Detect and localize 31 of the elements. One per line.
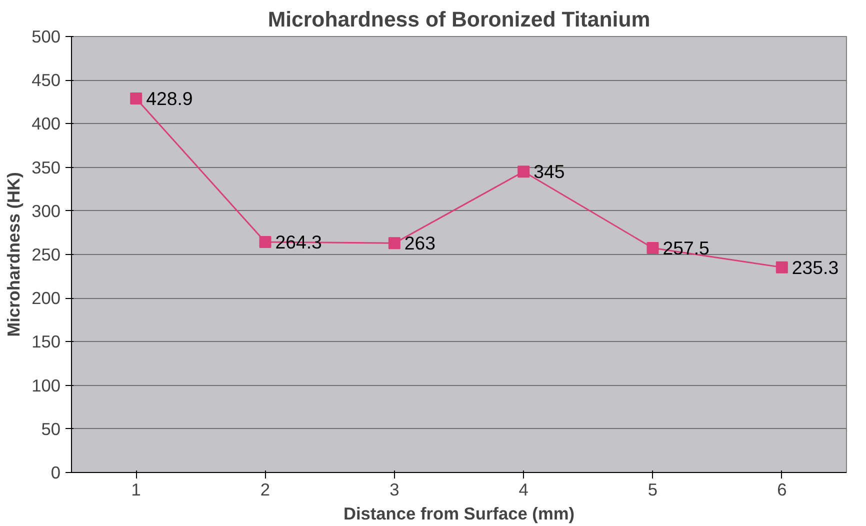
data-label: 235.3 xyxy=(792,256,839,278)
y-tick-label: 50 xyxy=(41,418,61,439)
x-tick-label: 6 xyxy=(777,480,787,500)
y-tick-label: 0 xyxy=(50,462,61,482)
y-tick-label: 100 xyxy=(32,375,61,396)
y-tick-label: 150 xyxy=(32,332,61,352)
data-label: 263 xyxy=(404,232,436,254)
data-label: 257.5 xyxy=(662,237,710,258)
point xyxy=(130,92,142,104)
x-tick-label: 2 xyxy=(260,480,270,500)
chart-title: Microhardness of Boronized Titanium xyxy=(268,8,650,32)
point xyxy=(776,261,788,274)
data-label: 345 xyxy=(534,161,565,182)
point xyxy=(388,237,400,250)
x-tick-label: 5 xyxy=(648,480,658,500)
y-tick-label: 300 xyxy=(32,200,61,221)
y-tick-label: 500 xyxy=(32,26,61,46)
y-tick-label: 400 xyxy=(32,114,61,134)
y-tick-label: 350 xyxy=(32,157,61,178)
point xyxy=(518,166,530,178)
data-label: 428.9 xyxy=(146,88,193,109)
y-axis-title: Microhardness (HK) xyxy=(4,172,24,337)
y-tick-label: 250 xyxy=(32,244,61,264)
x-tick-label: 4 xyxy=(518,480,529,500)
x-tick-label: 3 xyxy=(390,480,400,500)
point xyxy=(646,242,659,254)
x-tick-label: 1 xyxy=(131,480,141,500)
point xyxy=(259,236,272,248)
x-axis-title: Distance from Surface (mm) xyxy=(343,504,575,524)
y-tick-label: 200 xyxy=(32,288,61,308)
y-tick-label: 450 xyxy=(32,70,61,90)
